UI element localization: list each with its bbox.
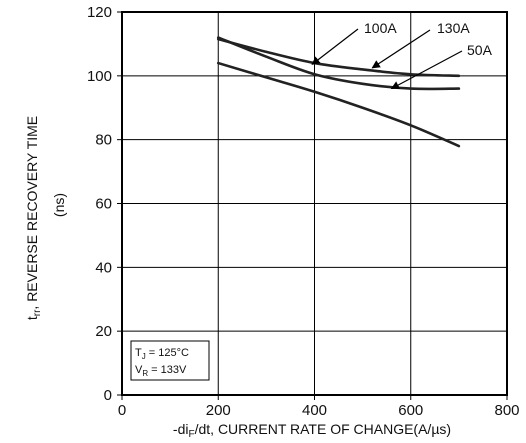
x-tick-label: 200 [206,402,231,419]
y-axis-title: trr, REVERSE RECOVERY TIME [24,116,43,320]
axis-ticks: 0 200 400 600 800 0 20 40 60 80 100 120 [87,4,520,419]
series-line-50a [216,61,461,148]
y-tick-label: 20 [95,323,112,340]
series-label-50a: 50A [467,42,493,58]
series-line-130a [216,36,461,91]
y-tick-label: 100 [87,68,112,85]
leader-arrow-100a [311,28,359,65]
x-tick-label: 800 [494,402,519,419]
grid [122,12,507,395]
conditions-box: TJ = 125°C VR = 133V [130,340,210,381]
series-lines [216,36,461,148]
x-axis-title: -diF/dt, CURRENT RATE OF CHANGE(A/µs) [173,421,451,440]
series-label-130a: 130A [437,20,470,36]
series-label-100a: 100A [364,20,397,36]
x-tick-label: 0 [118,402,126,419]
leader-arrow-50a [390,50,463,90]
condition-vr: VR = 133V [135,364,187,378]
y-tick-label: 40 [95,259,112,276]
x-tick-label: 600 [398,402,423,419]
series-line-100a [216,37,461,78]
y-tick-label: 80 [95,132,112,149]
leader-arrow-130a [371,29,431,69]
curve-annotations: 100A 130A 50A [311,20,493,90]
y-tick-label: 0 [104,387,112,404]
y-tick-label: 120 [87,4,112,21]
y-tick-label: 60 [95,196,112,213]
x-tick-label: 400 [302,402,327,419]
y-axis-unit: (ns) [51,193,67,217]
conditions-frame [130,340,210,381]
condition-tj: TJ = 125°C [135,347,189,361]
